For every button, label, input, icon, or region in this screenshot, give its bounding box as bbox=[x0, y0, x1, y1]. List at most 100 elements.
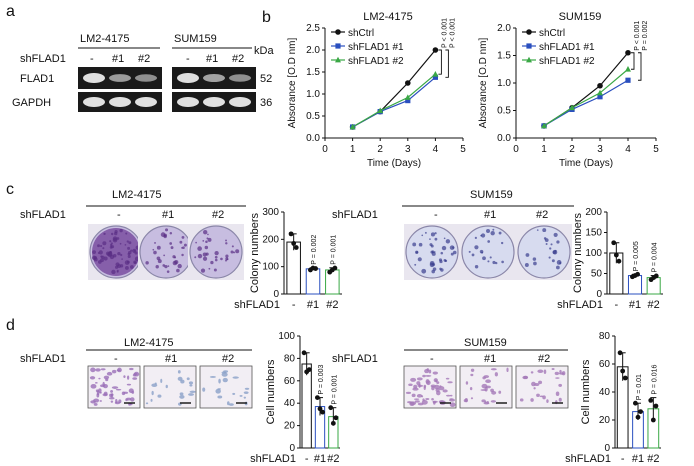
x-tick-label: 2 bbox=[377, 144, 383, 155]
series-line bbox=[543, 79, 629, 127]
colony-cell-line-2: SUM159 bbox=[470, 189, 513, 201]
flad1-band bbox=[135, 74, 157, 82]
replicate-dot bbox=[293, 245, 299, 250]
cell-blob bbox=[103, 391, 108, 396]
series-line bbox=[543, 68, 629, 127]
y-tick-label: 0 bbox=[289, 443, 295, 454]
cell-blob bbox=[483, 402, 490, 405]
p-value-label: P < 0.001 bbox=[441, 18, 448, 48]
y-tick-label: 1.5 bbox=[497, 51, 511, 62]
y-tick-label: 40 bbox=[599, 387, 611, 398]
cell-blob bbox=[480, 389, 487, 391]
cell-blob bbox=[99, 400, 102, 402]
panel-a-letter: a bbox=[6, 3, 15, 20]
colony-dot bbox=[114, 230, 118, 234]
legend-marker bbox=[526, 29, 532, 35]
colony-dot bbox=[165, 228, 169, 232]
data-point bbox=[569, 104, 575, 111]
cell-blob bbox=[412, 387, 419, 391]
colony-dot bbox=[119, 228, 123, 233]
colony-dot bbox=[481, 251, 484, 254]
y-tick-label: 1.0 bbox=[497, 78, 511, 89]
cell-blob bbox=[232, 392, 236, 395]
colony-dot bbox=[225, 259, 227, 262]
y-tick-label: 200 bbox=[262, 234, 279, 245]
colony-dot bbox=[489, 256, 492, 259]
colony-dot bbox=[525, 253, 530, 257]
cell-blob bbox=[222, 377, 228, 383]
colony-sh-label-2: shFLAD1 bbox=[332, 209, 378, 221]
colony-dot bbox=[111, 269, 116, 275]
colony-dot bbox=[498, 231, 502, 235]
blot-lane-2-label: #1 bbox=[112, 53, 124, 65]
transwell-assay: LM2-4175 shFLAD1 - #1 #2 SUM159 shFLAD1 … bbox=[20, 337, 569, 409]
cell-blob bbox=[431, 385, 435, 391]
cell-blob bbox=[103, 375, 110, 380]
dot-bar-chart: 0 20 40 60 80 100 Cell numbers - #1 P = 0.003 #2 P … bbox=[250, 331, 340, 465]
colony-dot bbox=[492, 260, 496, 265]
flad1-band bbox=[109, 74, 131, 82]
panel-d-letter: d bbox=[6, 317, 15, 334]
p-value-label: P = 0.003 bbox=[318, 364, 325, 394]
colony-lane-4: - bbox=[434, 209, 438, 221]
x-axis-label: shFLAD1 bbox=[557, 299, 603, 311]
cell-blob bbox=[519, 398, 524, 402]
colony-dot bbox=[412, 242, 417, 247]
cell-blob bbox=[111, 369, 117, 374]
data-point bbox=[349, 123, 356, 130]
colony-dot bbox=[103, 232, 106, 236]
colony-dot bbox=[174, 256, 177, 259]
legend-marker bbox=[335, 56, 341, 63]
cell-blob bbox=[536, 393, 540, 398]
colony-dot bbox=[157, 259, 162, 264]
colony-dot bbox=[556, 240, 560, 244]
cell-blob bbox=[530, 371, 534, 374]
colony-dot bbox=[487, 260, 490, 263]
cell-blob bbox=[554, 371, 560, 376]
replicate-dot bbox=[332, 265, 338, 271]
colony-dot bbox=[452, 246, 455, 249]
x-tick-label: 3 bbox=[597, 144, 603, 155]
colony-dot bbox=[434, 232, 437, 235]
data-point bbox=[405, 80, 411, 86]
cell-blob bbox=[215, 388, 221, 394]
panel-b-letter: b bbox=[262, 9, 271, 26]
colony-dot bbox=[431, 250, 435, 254]
cell-blob bbox=[160, 378, 163, 384]
colony-dot bbox=[549, 247, 552, 250]
x-tick-label: 5 bbox=[653, 144, 659, 155]
cell-blob bbox=[424, 374, 432, 377]
cell-blob bbox=[218, 378, 221, 384]
cell-blob bbox=[426, 380, 431, 386]
gapdh-band bbox=[83, 97, 105, 107]
colony-plate bbox=[461, 225, 515, 279]
cell-blob bbox=[106, 371, 113, 376]
colony-dot bbox=[200, 268, 206, 273]
y-tick-label: 0.0 bbox=[306, 133, 320, 144]
colony-dot bbox=[205, 240, 208, 244]
cell-blob bbox=[126, 375, 130, 380]
transwell-lane-5: #1 bbox=[484, 353, 496, 365]
colony-dot bbox=[474, 265, 479, 269]
replicate-dot bbox=[613, 252, 619, 258]
colony-dot bbox=[120, 253, 123, 257]
data-point bbox=[597, 82, 603, 89]
y-tick-label: 60 bbox=[599, 359, 611, 370]
cell-blob bbox=[89, 376, 96, 380]
x-tick-label: - bbox=[621, 453, 625, 465]
colony-dot bbox=[163, 254, 166, 257]
replicate-dot bbox=[328, 405, 334, 411]
colony-dot bbox=[492, 228, 495, 231]
x-axis-label: shFLAD1 bbox=[565, 453, 611, 465]
colony-dot bbox=[450, 252, 454, 256]
cell-blob bbox=[189, 384, 193, 387]
colony-dot bbox=[230, 250, 234, 254]
cell-blob bbox=[115, 388, 122, 391]
colony-dot bbox=[203, 230, 208, 235]
colony-dot bbox=[430, 244, 434, 248]
colony-dot bbox=[415, 250, 419, 254]
cell-blob bbox=[179, 392, 184, 396]
cell-blob bbox=[90, 383, 97, 389]
cell-blob bbox=[422, 374, 426, 378]
